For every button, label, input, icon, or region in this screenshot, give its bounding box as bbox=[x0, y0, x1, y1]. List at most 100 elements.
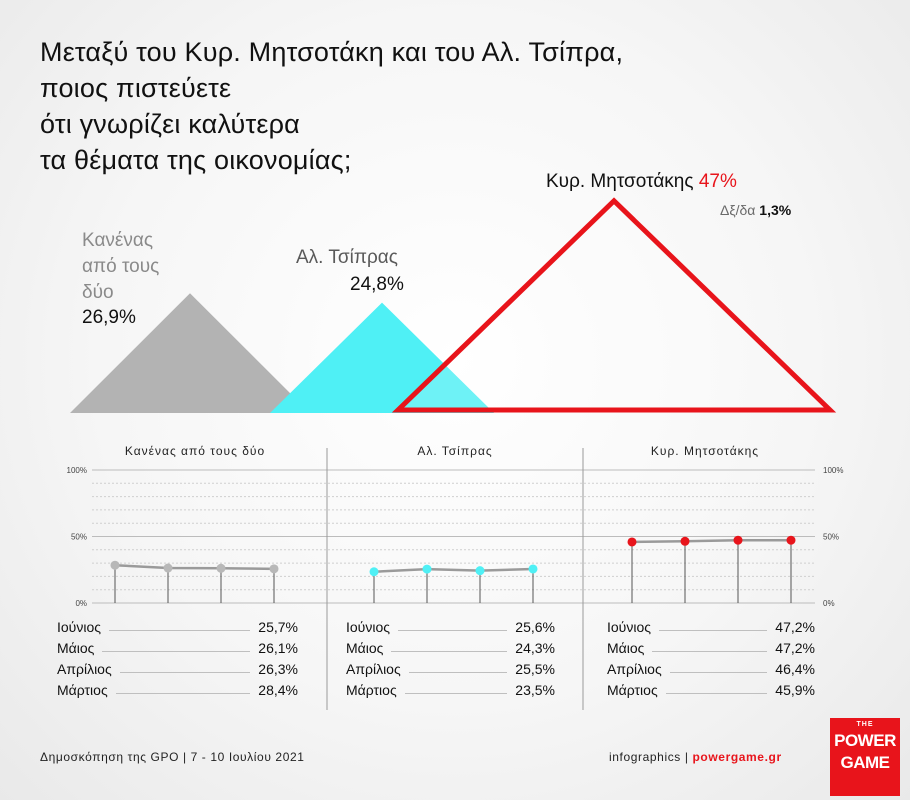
page-title: Μεταξύ του Κυρ. Μητσοτάκη και του Αλ. Τσ… bbox=[40, 34, 623, 178]
footer-credit: infographics | bbox=[609, 750, 689, 764]
panel-title-none: Κανένας από τους δύο bbox=[124, 444, 266, 458]
month-row: Μάιος 47,2% bbox=[607, 640, 815, 656]
none-label-line2: από τους bbox=[82, 256, 160, 277]
month-label: Απρίλιος bbox=[346, 661, 401, 677]
leader-line bbox=[102, 651, 251, 652]
footer-url-link[interactable]: powergame.gr bbox=[692, 750, 782, 764]
month-value: 25,6% bbox=[515, 619, 555, 635]
mitsotakis-label-group: Κυρ. Μητσοτάκης 47% bbox=[546, 170, 737, 194]
footer-credit-group: infographics | powergame.gr bbox=[609, 750, 782, 764]
data-point bbox=[422, 564, 432, 574]
leader-line bbox=[669, 672, 768, 673]
axis-tick-label-left: 50% bbox=[71, 533, 87, 542]
leader-line bbox=[115, 693, 251, 694]
month-value: 47,2% bbox=[775, 640, 815, 656]
powergame-logo: THE POWER GAME bbox=[830, 718, 900, 796]
data-point bbox=[733, 535, 743, 545]
month-label: Απρίλιος bbox=[607, 661, 662, 677]
series-line bbox=[373, 567, 534, 573]
axis-tick-label-left: 100% bbox=[67, 466, 87, 475]
month-row: Απρίλιος 25,5% bbox=[346, 661, 555, 677]
axis-tick-label-right: 100% bbox=[823, 466, 843, 475]
none-value: 26,9% bbox=[82, 307, 136, 328]
month-row: Μάιος 24,3% bbox=[346, 640, 555, 656]
month-value: 26,1% bbox=[258, 640, 298, 656]
logo-the: THE bbox=[856, 721, 874, 728]
month-label: Μάρτιος bbox=[346, 682, 397, 698]
leader-line bbox=[652, 651, 768, 652]
month-row: Απρίλιος 26,3% bbox=[57, 661, 298, 677]
month-label: Μάιος bbox=[607, 640, 645, 656]
month-value: 24,3% bbox=[515, 640, 555, 656]
data-point bbox=[627, 537, 637, 547]
month-label: Απρίλιος bbox=[57, 661, 112, 677]
leader-line bbox=[665, 693, 768, 694]
month-value: 28,4% bbox=[258, 682, 298, 698]
month-value: 47,2% bbox=[775, 619, 815, 635]
leader-line bbox=[408, 672, 508, 673]
panel-title-mitsotakis: Κυρ. Μητσοτάκης bbox=[650, 444, 760, 458]
triangle-tsipras bbox=[270, 302, 494, 413]
month-value: 25,5% bbox=[515, 661, 555, 677]
leader-line bbox=[658, 630, 768, 631]
month-row: Μάιος 26,1% bbox=[57, 640, 298, 656]
data-point bbox=[269, 564, 279, 574]
triangle-mitsotakis bbox=[391, 197, 837, 413]
month-label: Ιούνιος bbox=[57, 619, 101, 635]
data-point bbox=[528, 564, 538, 574]
month-value: 26,3% bbox=[258, 661, 298, 677]
none-label-line1: Κανένας bbox=[82, 230, 154, 251]
axis-tick-label-right: 0% bbox=[823, 599, 835, 608]
month-label: Μάρτιος bbox=[607, 682, 658, 698]
month-label: Μάρτιος bbox=[57, 682, 108, 698]
data-point bbox=[369, 567, 379, 577]
leader-line bbox=[397, 630, 508, 631]
data-point bbox=[216, 563, 226, 573]
month-row: Ιούνιος 25,7% bbox=[57, 619, 298, 635]
mitsotakis-value: 47% bbox=[698, 171, 737, 192]
month-row: Μάρτιος 45,9% bbox=[607, 682, 815, 698]
month-value: 45,9% bbox=[775, 682, 815, 698]
month-value: 46,4% bbox=[775, 661, 815, 677]
logo-game: GAME bbox=[840, 753, 891, 772]
month-label: Ιούνιος bbox=[346, 619, 390, 635]
dont-know-note: Δξ/δα 1,3% bbox=[720, 202, 791, 218]
mitsotakis-label: Κυρ. Μητσοτάκης bbox=[546, 171, 694, 192]
leader-line bbox=[391, 651, 508, 652]
data-point bbox=[475, 566, 485, 576]
month-row: Ιούνιος 25,6% bbox=[346, 619, 555, 635]
triangle-none bbox=[70, 293, 310, 413]
month-label: Μάιος bbox=[57, 640, 95, 656]
month-value: 23,5% bbox=[515, 682, 555, 698]
month-row: Απρίλιος 46,4% bbox=[607, 661, 815, 677]
tsipras-label: Αλ. Τσίπρας bbox=[296, 247, 398, 268]
data-point bbox=[110, 560, 120, 570]
title-line-4: τα θέματα της οικονομίας; bbox=[40, 145, 352, 175]
leader-line bbox=[108, 630, 251, 631]
leader-line bbox=[404, 693, 508, 694]
month-row: Ιούνιος 47,2% bbox=[607, 619, 815, 635]
dont-know-label: Δξ/δα bbox=[720, 202, 756, 218]
data-point bbox=[163, 563, 173, 573]
none-label-line3: δύο bbox=[82, 282, 114, 303]
month-label: Μάιος bbox=[346, 640, 384, 656]
title-line-2: ποιος πιστεύετε bbox=[40, 73, 232, 103]
month-row: Μάρτιος 23,5% bbox=[346, 682, 555, 698]
dont-know-value: 1,3% bbox=[759, 202, 792, 218]
data-point bbox=[680, 536, 690, 546]
title-line-1: Μεταξύ του Κυρ. Μητσοτάκη και του Αλ. Τσ… bbox=[40, 37, 624, 67]
leader-line bbox=[119, 672, 251, 673]
title-line-3: ότι γνωρίζει καλύτερα bbox=[40, 109, 300, 139]
month-label: Ιούνιος bbox=[607, 619, 651, 635]
series-line bbox=[631, 538, 791, 544]
axis-tick-label-left: 0% bbox=[75, 599, 87, 608]
tsipras-value: 24,8% bbox=[350, 274, 404, 295]
month-value: 25,7% bbox=[258, 619, 298, 635]
axis-tick-label-right: 50% bbox=[823, 533, 839, 542]
logo-power: POWER bbox=[834, 731, 896, 750]
data-point bbox=[786, 535, 796, 545]
month-row: Μάρτιος 28,4% bbox=[57, 682, 298, 698]
footer-source: Δημοσκόπηση της GPO | 7 - 10 Ιουλίου 202… bbox=[40, 750, 305, 764]
panel-title-tsipras: Αλ. Τσίπρας bbox=[417, 444, 493, 458]
